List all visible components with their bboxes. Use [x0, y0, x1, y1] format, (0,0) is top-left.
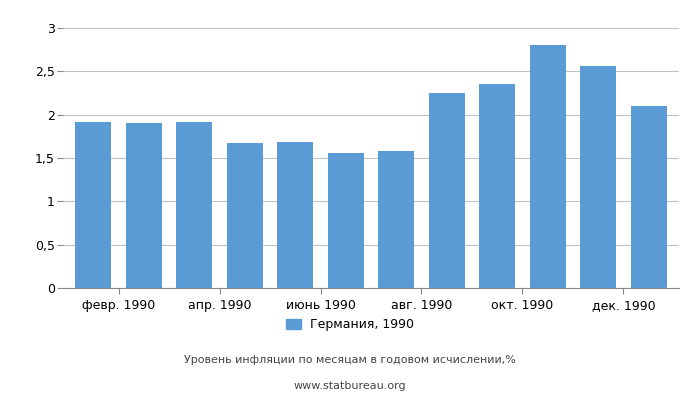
Text: Уровень инфляции по месяцам в годовом исчислении,%: Уровень инфляции по месяцам в годовом ис… — [184, 355, 516, 365]
Bar — [176, 122, 213, 288]
Bar — [479, 84, 515, 288]
Bar — [227, 143, 263, 288]
Bar — [378, 151, 414, 288]
Legend: Германия, 1990: Германия, 1990 — [286, 318, 414, 331]
Bar — [580, 66, 617, 288]
Text: www.statbureau.org: www.statbureau.org — [294, 381, 406, 391]
Bar — [328, 153, 364, 288]
Bar — [428, 93, 465, 288]
Bar — [631, 106, 667, 288]
Bar — [75, 122, 111, 288]
Bar — [529, 45, 566, 288]
Bar — [125, 123, 162, 288]
Bar — [277, 142, 314, 288]
